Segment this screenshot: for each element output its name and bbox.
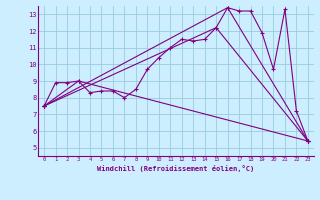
X-axis label: Windchill (Refroidissement éolien,°C): Windchill (Refroidissement éolien,°C) (97, 165, 255, 172)
